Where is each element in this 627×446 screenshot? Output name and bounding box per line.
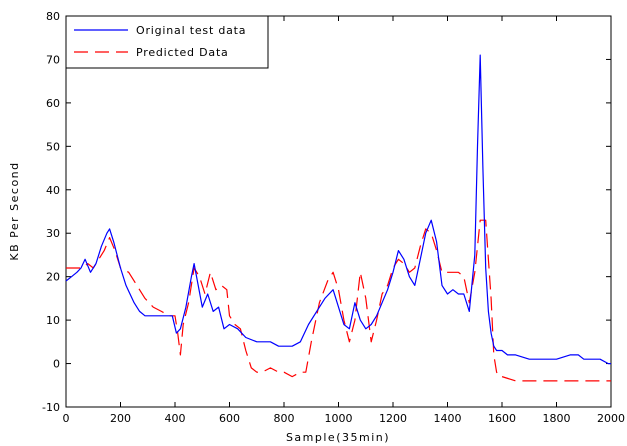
x-tick-label: 200	[110, 412, 131, 425]
x-tick-label: 1400	[434, 412, 462, 425]
y-tick-label: 60	[46, 97, 60, 110]
y-tick-label: 20	[46, 271, 60, 284]
y-tick-label: 70	[46, 53, 60, 66]
legend: Original test data Predicted Data	[65, 15, 269, 69]
x-tick-label: 600	[219, 412, 240, 425]
series-layer	[65, 54, 611, 382]
series-line-predicted	[66, 219, 611, 382]
x-tick-label: 400	[165, 412, 186, 425]
y-tick-label: 10	[46, 314, 60, 327]
y-tick-label: 0	[53, 358, 60, 371]
y-tick-label: 50	[46, 140, 60, 153]
y-tick-label: 40	[46, 184, 60, 197]
y-tick-label: 30	[46, 227, 60, 240]
legend-box	[65, 15, 269, 69]
x-tick-label: 1800	[543, 412, 571, 425]
x-tick-label: 2000	[597, 412, 625, 425]
plot-area	[65, 15, 612, 408]
y-tick-label: 80	[46, 10, 60, 23]
series-line-original	[65, 54, 611, 365]
y-tick-label: -10	[42, 401, 60, 414]
x-tick-label: 1200	[379, 412, 407, 425]
axis-ticks: 0 200 400 600 800 1000 1200 1400 1600 1800 2000-10…	[42, 10, 625, 425]
y-axis-label: KB Per Second	[8, 161, 21, 260]
legend-label-predicted: Predicted Data	[136, 46, 229, 59]
legend-label-original: Original test data	[136, 24, 246, 37]
x-axis-label: Sample(35min)	[286, 431, 390, 444]
x-tick-label: 800	[274, 412, 295, 425]
x-tick-label: 1000	[325, 412, 353, 425]
x-tick-label: 0	[63, 412, 70, 425]
x-tick-label: 1600	[488, 412, 516, 425]
